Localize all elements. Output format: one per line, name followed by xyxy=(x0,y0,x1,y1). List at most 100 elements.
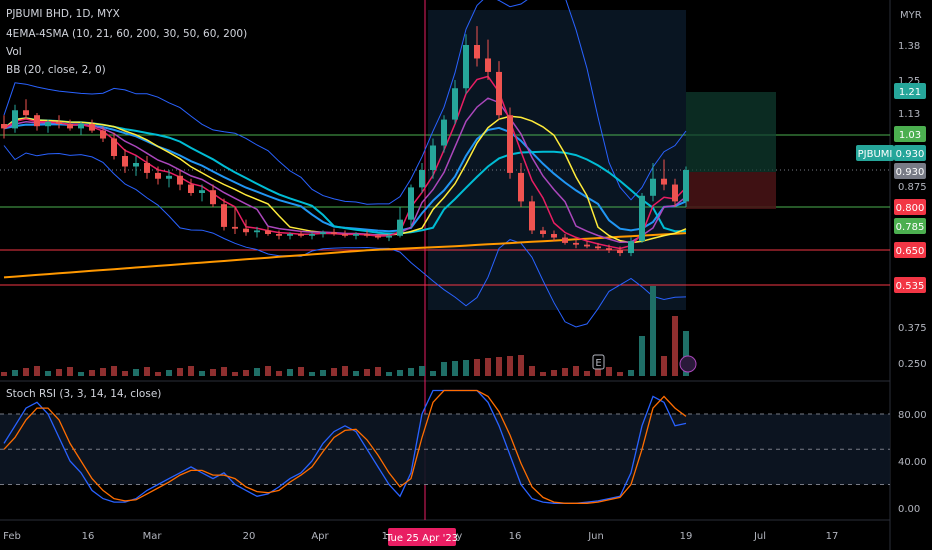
grid-lines xyxy=(0,0,891,550)
price-tick-label: 0.875 xyxy=(898,182,927,193)
time-tick-label: 17 xyxy=(826,531,839,542)
volume-bar xyxy=(353,371,359,376)
candle-body xyxy=(606,248,612,250)
candle-body xyxy=(496,71,502,116)
price-tag-text: 0.930 xyxy=(896,167,925,178)
candle-body xyxy=(276,234,282,236)
volume-bar xyxy=(386,372,392,376)
price-pane[interactable]: E xyxy=(0,0,890,520)
volume-bar xyxy=(375,367,381,376)
volume-bar xyxy=(23,368,29,376)
volume-bar xyxy=(419,366,425,376)
candle-body xyxy=(617,250,623,254)
volume-bar xyxy=(199,371,205,376)
candle-body xyxy=(199,190,205,193)
time-tick-label: Feb xyxy=(3,531,21,542)
volume-bar xyxy=(320,370,326,376)
crosshair-date-text: Tue 25 Apr '23 xyxy=(385,533,458,544)
candle-body xyxy=(573,242,579,245)
symbol-tag xyxy=(856,145,894,161)
volume-bar xyxy=(254,368,260,376)
time-tick-label: Mar xyxy=(143,531,163,542)
stoch-rsi-legend[interactable]: Stoch RSI (3, 3, 14, 14, close) xyxy=(6,388,162,400)
time-tick-label: 20 xyxy=(243,531,256,542)
volume-legend[interactable]: Vol xyxy=(6,46,22,58)
volume-bar xyxy=(1,372,7,376)
position-stop-zone xyxy=(686,172,776,209)
volume-bar xyxy=(507,356,513,376)
price-tag xyxy=(894,218,926,234)
volume-bar xyxy=(155,372,161,376)
candle-body xyxy=(562,237,568,243)
time-tick-label: 19 xyxy=(680,531,693,542)
candle-body xyxy=(243,228,249,233)
volume-bar xyxy=(595,369,601,376)
volume-bar xyxy=(67,367,73,376)
candle-body xyxy=(507,115,513,173)
time-tick-label: Apr xyxy=(311,531,329,542)
volume-bar xyxy=(540,372,546,376)
currency-label: MYR xyxy=(900,10,922,21)
price-tick-label: 0.375 xyxy=(898,323,927,334)
volume-bar xyxy=(188,366,194,376)
volume-bar xyxy=(672,316,678,376)
volume-bar xyxy=(661,356,667,376)
ema-sma-legend[interactable]: 4EMA-4SMA (10, 21, 60, 200, 30, 50, 60, … xyxy=(6,28,248,40)
candle-body xyxy=(45,121,51,127)
candle-body xyxy=(78,124,84,129)
volume-bar xyxy=(243,370,249,376)
candle-body xyxy=(386,235,392,238)
volume-bar xyxy=(276,371,282,376)
candle-body xyxy=(166,175,172,179)
volume-bar xyxy=(474,359,480,376)
price-tag xyxy=(894,83,926,99)
volume-bar xyxy=(397,370,403,376)
candle-body xyxy=(298,234,304,236)
volume-bar xyxy=(133,369,139,376)
symbol-title: PJBUMI BHD, 1D, MYX xyxy=(6,8,120,20)
ema200-line xyxy=(3,232,687,279)
candle-body xyxy=(177,175,183,185)
candle-body xyxy=(155,172,161,179)
volume-bar xyxy=(518,355,524,376)
volume-bar xyxy=(628,370,634,376)
candle-body xyxy=(89,124,95,131)
candle-body xyxy=(485,58,491,72)
time-tick-label: 16 xyxy=(509,531,522,542)
candle-body xyxy=(364,234,370,236)
crosshair-date-tag xyxy=(388,528,456,546)
price-tag-text: 0.785 xyxy=(896,222,925,233)
earnings-icon-letter: E xyxy=(595,358,601,369)
candle-body xyxy=(639,195,645,242)
candle-body xyxy=(419,170,425,188)
volume-bar xyxy=(551,370,557,376)
candle-body xyxy=(342,234,348,236)
candle-body xyxy=(518,172,524,202)
volume-bar xyxy=(298,367,304,376)
bollinger-upper-line xyxy=(3,0,687,205)
candle-body xyxy=(221,204,227,227)
candle-body xyxy=(287,234,293,236)
candle-body xyxy=(474,45,480,59)
volume-bar xyxy=(485,358,491,376)
candle-body xyxy=(375,235,381,238)
candle-body xyxy=(430,145,436,170)
candle-body xyxy=(529,201,535,231)
stoch-rsi-pane[interactable] xyxy=(0,389,890,504)
price-tag xyxy=(894,277,926,293)
candle-body xyxy=(408,187,414,220)
volume-bar xyxy=(331,368,337,376)
candle-body xyxy=(144,163,150,173)
stoch-tick-label: 0.00 xyxy=(898,504,920,515)
bollinger-legend[interactable]: BB (20, close, 2, 0) xyxy=(6,64,106,76)
volume-bar xyxy=(122,371,128,376)
volume-bar xyxy=(287,369,293,376)
candle-body xyxy=(672,184,678,202)
volume-bar xyxy=(617,372,623,376)
candle-body xyxy=(452,88,458,120)
volume-bar xyxy=(265,366,271,376)
candle-body xyxy=(34,115,40,127)
volume-bar xyxy=(496,357,502,376)
price-tag-text: 0.930 xyxy=(896,149,925,160)
